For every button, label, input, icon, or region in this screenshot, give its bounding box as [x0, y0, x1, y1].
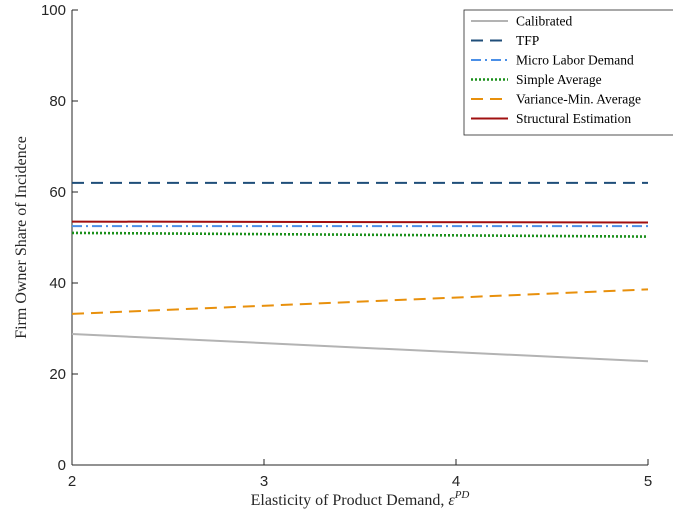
plot-area: 2 3 4 5 0 20 40 60 80 100 [41, 2, 652, 490]
y-tick-label: 60 [49, 184, 66, 201]
x-axis-label: Elasticity of Product Demand, εPD [251, 489, 470, 509]
y-tick-label: 20 [49, 366, 66, 383]
series-line-structural-estimation [71, 220, 649, 224]
x-tick-label: 2 [68, 473, 76, 490]
y-tick-label: 0 [58, 457, 66, 474]
series-lines [71, 181, 649, 363]
x-tick-label: 3 [260, 473, 268, 490]
legend-label-micro-labor-demand: Micro Labor Demand [516, 53, 634, 68]
y-ticks: 0 20 40 60 80 100 [41, 2, 78, 474]
legend-label-variance-min-average: Variance-Min. Average [516, 92, 641, 107]
legend-box [463, 9, 673, 136]
legend: Calibrated TFP Micro Labor Demand Simple Av… [463, 9, 673, 136]
legend-label-calibrated: Calibrated [516, 14, 572, 29]
x-ticks: 2 3 4 5 [68, 459, 652, 490]
x-tick-label: 4 [452, 473, 460, 490]
y-tick-label: 100 [41, 2, 66, 19]
series-line-variance-min-average [71, 288, 649, 315]
legend-label-tfp: TFP [516, 33, 539, 48]
y-tick-label: 80 [49, 93, 66, 110]
legend-label-structural-estimation: Structural Estimation [516, 111, 631, 126]
series-line-calibrated [71, 333, 649, 363]
legend-label-simple-average: Simple Average [516, 72, 602, 87]
legend-items: Calibrated TFP Micro Labor Demand Simple Av… [471, 14, 641, 126]
series-line-simple-average [71, 231, 649, 238]
x-tick-label: 5 [644, 473, 652, 490]
y-tick-label: 40 [49, 275, 66, 292]
y-axis-label: Firm Owner Share of Incidence [13, 136, 30, 339]
